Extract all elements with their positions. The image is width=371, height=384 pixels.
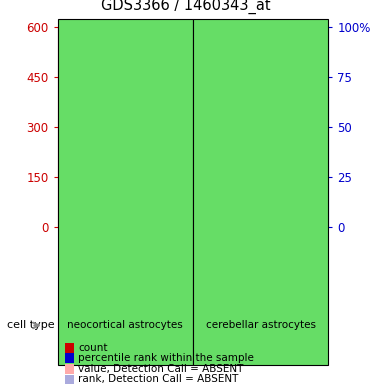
Text: count: count — [78, 343, 108, 353]
Bar — [69, 162, 91, 227]
Text: GSM130361: GSM130361 — [165, 231, 175, 294]
Bar — [159, 183, 182, 227]
Point — [213, 120, 219, 126]
Text: GSM130363: GSM130363 — [256, 231, 266, 294]
Text: GDS3366 / 1460343_at: GDS3366 / 1460343_at — [101, 0, 270, 14]
Bar — [114, 177, 137, 227]
Text: GSM130362: GSM130362 — [210, 231, 220, 294]
Text: GSM130340: GSM130340 — [120, 231, 130, 294]
Text: neocortical astrocytes: neocortical astrocytes — [68, 320, 183, 331]
Text: percentile rank within the sample: percentile rank within the sample — [78, 353, 254, 363]
Bar — [295, 118, 317, 227]
Text: cell type: cell type — [7, 320, 55, 331]
Bar — [204, 113, 227, 227]
Text: rank, Detection Call = ABSENT: rank, Detection Call = ABSENT — [78, 374, 238, 384]
Text: value, Detection Call = ABSENT: value, Detection Call = ABSENT — [78, 364, 243, 374]
Text: GSM128874: GSM128874 — [75, 231, 85, 294]
Text: cerebellar astrocytes: cerebellar astrocytes — [206, 320, 316, 331]
Bar — [249, 162, 272, 227]
Point — [303, 124, 309, 130]
Text: GSM130364: GSM130364 — [301, 231, 311, 294]
Point — [257, 142, 263, 148]
Point — [77, 144, 83, 150]
Point — [167, 169, 173, 175]
Point — [122, 152, 128, 158]
